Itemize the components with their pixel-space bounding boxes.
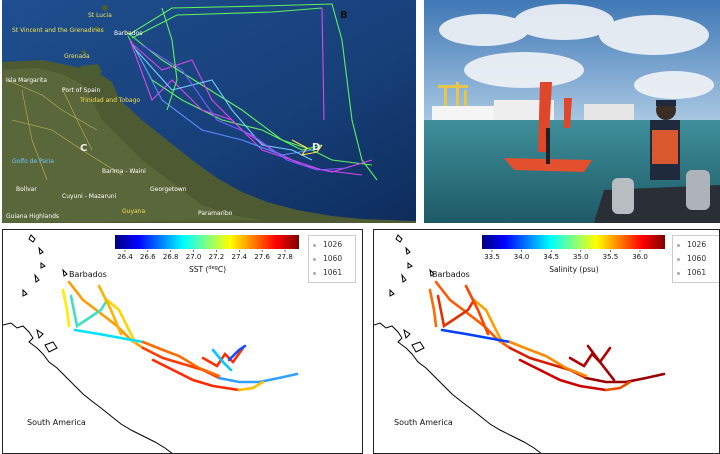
colorbar-tick-label: 35.0 (573, 253, 589, 261)
photo-graphic (424, 0, 720, 223)
legend-marker (677, 244, 680, 247)
sst-tracks (61, 280, 299, 392)
person-cap (656, 100, 676, 106)
cruise-ship (494, 100, 554, 120)
colorbar-tick-label: 34.5 (543, 253, 559, 261)
salinity-colorbar (482, 235, 665, 249)
legend-marker (677, 258, 680, 261)
legend-entry: 1060 (323, 254, 343, 263)
marker-label: B (340, 10, 348, 21)
place-label: Barbados (114, 30, 143, 37)
coastlines (3, 234, 173, 453)
south-america-label: South America (27, 418, 86, 427)
sst-colorbar-title: SST (degC) (189, 265, 226, 274)
gas-tank (686, 170, 710, 210)
sst-map-graphic: 26.4 26.6 26.8 27.0 27.2 27.4 27.6 27.8 SST (de… (3, 234, 299, 453)
legend-marker (313, 272, 316, 275)
legend-entry: 1061 (687, 268, 707, 277)
colorbar-tick-label: 26.8 (163, 253, 179, 261)
place-label: Barima - Waini (102, 168, 146, 175)
barbados-label: Barbados (69, 270, 107, 279)
grenada-island (82, 50, 86, 54)
place-label: Isla Margarita (6, 77, 48, 84)
place-label: St Lucia (88, 12, 112, 19)
port-cranes (438, 82, 468, 120)
coastlines (374, 234, 542, 453)
legend-entry: 1026 (323, 240, 343, 249)
legend-marker (677, 272, 680, 275)
cruise-ship (584, 104, 634, 120)
saildrone-hull (504, 158, 592, 172)
place-label: St Vincent and the Grenadines (12, 27, 104, 34)
life-vest (652, 130, 678, 164)
colorbar-tick-label: 36.0 (632, 253, 648, 261)
legend-marker (313, 258, 316, 261)
satellite-track-map: St Lucia St Vincent and the Grenadines B… (2, 0, 416, 223)
salinity-colorbar-ticks: 33.5 34.0 34.5 35.0 35.5 36.0 (484, 250, 648, 261)
st-lucia-island (102, 5, 108, 11)
barbados-label: Barbados (432, 270, 470, 279)
colorbar-tick-label: 27.2 (209, 253, 225, 261)
trinidad-island (80, 64, 102, 78)
colorbar-tick-label: 35.5 (603, 253, 619, 261)
glider-tracks (127, 3, 378, 181)
land-roads (6, 79, 123, 181)
marker-label: C (80, 143, 88, 154)
saildrone-mast (546, 128, 550, 164)
salinity-tracks (428, 280, 666, 392)
clouds (439, 4, 714, 99)
place-label: Trinidad and Tobago (80, 97, 141, 104)
colorbar-tick-label: 27.8 (277, 253, 293, 261)
colorbar-tick-label: 27.6 (254, 253, 270, 261)
legend-marker (313, 244, 316, 247)
place-label: Grenada (64, 53, 90, 60)
st-vincent-island (95, 26, 99, 30)
place-label: Guiana Highlands (6, 213, 60, 220)
legend-entry: 1060 (687, 254, 707, 263)
salinity-colorbar-title: Salinity (psu) (549, 265, 598, 274)
sst-colorbar (115, 235, 299, 249)
colorbar-tick-label: 27.0 (186, 253, 202, 261)
colorbar-tick-label: 26.6 (140, 253, 156, 261)
place-label: Golfo de Paria (12, 158, 54, 165)
salinity-map: 33.5 34.0 34.5 35.0 35.5 36.0 Salinity (psu) (373, 229, 720, 454)
place-label: Port of Spain (62, 87, 101, 94)
sst-colorbar-ticks: 26.4 26.6 26.8 27.0 27.2 27.4 27.6 27.8 (117, 250, 293, 261)
salinity-legend: 1026 1060 1061 (672, 235, 719, 283)
cruise-ship (432, 106, 502, 120)
colorbar-tick-label: 33.5 (484, 253, 500, 261)
legend-entry: 1026 (687, 240, 707, 249)
legend-entry: 1061 (323, 268, 343, 277)
gas-tank (612, 178, 634, 214)
place-label: Cuyuni - Mazaruni (62, 193, 117, 200)
salinity-map-graphic: 33.5 34.0 34.5 35.0 35.5 36.0 Salinity (psu) (374, 234, 666, 453)
saildrone-tail (564, 98, 572, 128)
place-label: Paramaribo (198, 210, 233, 217)
satellite-map-graphic (2, 0, 416, 223)
sst-legend: 1026 1060 1061 (308, 235, 356, 283)
saildrone-photo (424, 0, 720, 223)
sst-map: 26.4 26.6 26.8 27.0 27.2 27.4 27.6 27.8 SST (de… (2, 229, 363, 454)
place-label: Bolívar (16, 186, 37, 193)
south-america-label: South America (394, 418, 453, 427)
place-label: Guyana (122, 208, 146, 215)
colorbar-tick-label: 27.4 (231, 253, 247, 261)
land-highlight (2, 68, 262, 223)
colorbar-tick-label: 34.0 (514, 253, 530, 261)
place-label: Georgetown (150, 186, 187, 193)
colorbar-tick-label: 26.4 (117, 253, 133, 261)
marker-label: D (312, 142, 321, 153)
